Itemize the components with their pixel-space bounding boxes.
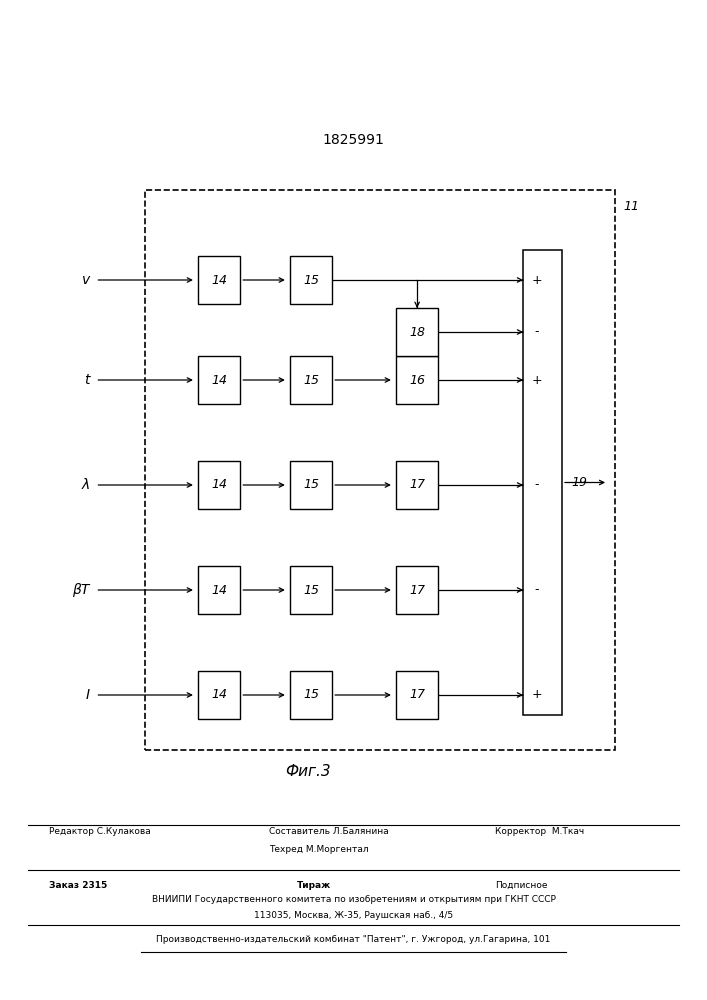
Text: -: - [534,479,539,491]
Text: Заказ 2315: Заказ 2315 [49,880,107,890]
Text: v: v [81,273,90,287]
Text: Тираж: Тираж [297,880,331,890]
Text: 15: 15 [303,373,319,386]
Text: 11: 11 [624,200,640,213]
Bar [396,461,438,509]
Text: ВНИИПИ Государственного комитета по изобретениям и открытиям при ГКНТ СССР: ВНИИПИ Государственного комитета по изоб… [151,896,556,904]
Text: 17: 17 [409,479,425,491]
Text: I: I [86,688,90,702]
Text: βT: βT [72,583,90,597]
Text: -: - [534,326,539,338]
Text: Подписное: Подписное [495,880,547,890]
Text: Корректор  М.Ткач: Корректор М.Ткач [495,828,584,836]
Bar [290,461,332,509]
Text: 19: 19 [571,476,588,488]
Bar [523,250,562,715]
Bar [290,256,332,304]
Text: λ: λ [81,478,90,492]
Text: 14: 14 [211,273,227,286]
Text: 14: 14 [211,584,227,596]
Text: +: + [532,373,542,386]
Bar [396,308,438,356]
Text: 14: 14 [211,479,227,491]
Text: 14: 14 [211,688,227,702]
Bar [198,461,240,509]
Bar [198,356,240,404]
Text: Редактор С.Кулакова: Редактор С.Кулакова [49,828,151,836]
Text: +: + [532,273,542,286]
Text: t: t [84,373,90,387]
Bar [396,671,438,719]
Text: Производственно-издательский комбинат "Патент", г. Ужгород, ул.Гагарина, 101: Производственно-издательский комбинат "П… [156,936,551,944]
Text: -: - [534,584,539,596]
Text: +: + [532,688,542,702]
Text: Техред М.Моргентал: Техред М.Моргентал [269,844,368,854]
Text: 17: 17 [409,688,425,702]
Text: 15: 15 [303,479,319,491]
Text: 14: 14 [211,373,227,386]
Bar [198,566,240,614]
Text: 15: 15 [303,584,319,596]
Bar [145,190,615,750]
Bar [198,671,240,719]
Bar [396,356,438,404]
Text: Фиг.3: Фиг.3 [285,764,330,780]
Text: 15: 15 [303,688,319,702]
Text: 18: 18 [409,326,425,338]
Text: Составитель Л.Балянина: Составитель Л.Балянина [269,828,388,836]
Text: 17: 17 [409,584,425,596]
Bar [290,356,332,404]
Bar [396,566,438,614]
Text: 1825991: 1825991 [322,133,385,147]
Text: 16: 16 [409,373,425,386]
Text: 113035, Москва, Ж-35, Раушская наб., 4/5: 113035, Москва, Ж-35, Раушская наб., 4/5 [254,910,453,920]
Bar [290,566,332,614]
Text: 15: 15 [303,273,319,286]
Bar [290,671,332,719]
Bar [198,256,240,304]
